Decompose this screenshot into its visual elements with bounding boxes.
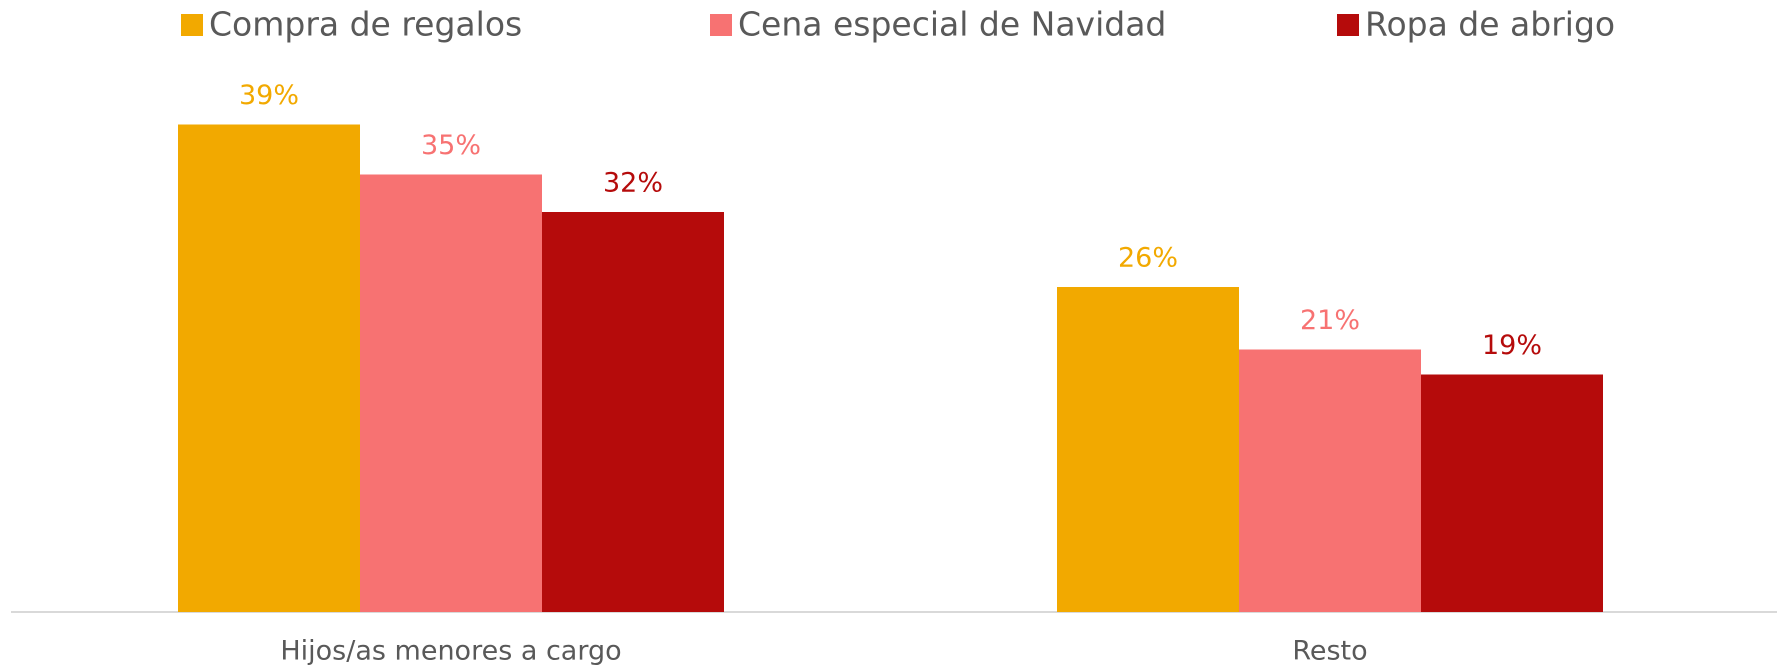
data-label: 39% xyxy=(239,80,299,111)
x-tick-label: Hijos/as menores a cargo xyxy=(280,636,621,667)
bar xyxy=(360,174,542,612)
bar xyxy=(178,124,360,612)
bar xyxy=(1421,374,1603,612)
legend-swatch xyxy=(181,14,203,36)
legend-label: Compra de regalos xyxy=(209,5,522,44)
legend-label: Ropa de abrigo xyxy=(1365,5,1615,44)
data-label: 26% xyxy=(1118,243,1178,274)
legend-label: Cena especial de Navidad xyxy=(738,5,1166,44)
legend-swatch xyxy=(710,14,732,36)
legend-swatch xyxy=(1337,14,1359,36)
bar xyxy=(1057,287,1239,612)
data-label: 19% xyxy=(1482,330,1542,361)
x-tick-label: Resto xyxy=(1292,636,1367,667)
bar xyxy=(542,212,724,612)
bar xyxy=(1239,349,1421,612)
data-label: 32% xyxy=(603,168,663,199)
data-label: 21% xyxy=(1300,305,1360,336)
data-label: 35% xyxy=(421,130,481,161)
